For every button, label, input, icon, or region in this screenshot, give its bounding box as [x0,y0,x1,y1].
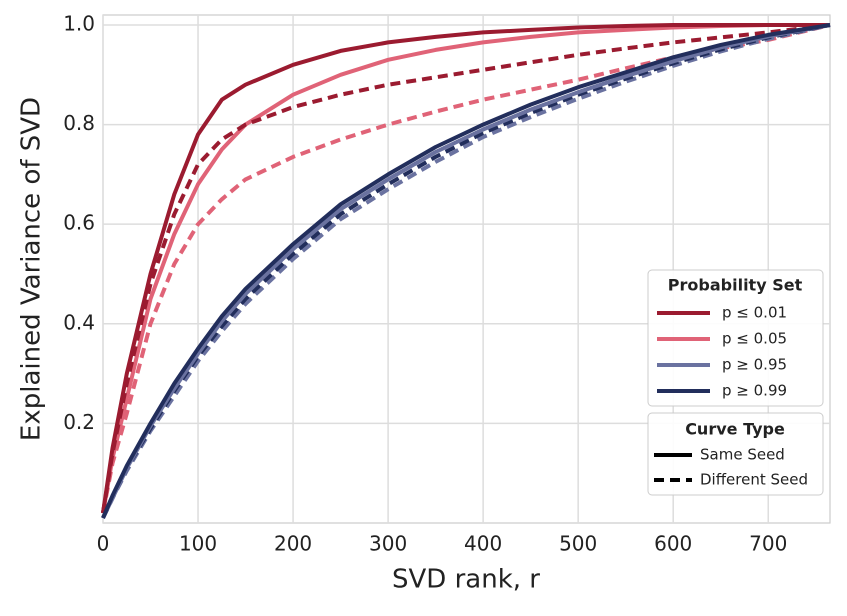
x-tick-label: 700 [749,532,787,556]
legend-label: p ≥ 0.99 [722,382,787,400]
legend-label: p ≤ 0.01 [722,304,787,322]
x-tick-label: 200 [274,532,312,556]
legend: Curve Type Same Seed Different Seed [647,412,824,496]
legend-label: Same Seed [700,446,785,464]
series-line [101,23,831,519]
series-line [101,23,831,519]
series-line [101,23,831,519]
x-tick-label: 400 [464,532,502,556]
x-tick-label: 100 [179,532,217,556]
series-line [101,23,830,514]
legend-box [647,269,824,407]
legend-title: Curve Type [685,420,785,439]
x-axis-label: SVD rank, r [392,565,540,595]
series-line [101,23,831,514]
y-tick-label: 1.0 [63,11,95,35]
y-axis-label: Explained Variance of SVD [17,97,47,441]
series-line [101,23,830,514]
x-tick-label: 300 [369,532,407,556]
legend-label: p ≥ 0.95 [722,356,787,374]
x-tick-label: 0 [97,532,110,556]
legend: Probability Set p ≤ 0.01 p ≤ 0.05 p ≥ 0.95 p… [647,269,824,407]
legend-box [647,412,824,496]
y-tick-label: 0.6 [63,211,95,235]
legend-label: p ≤ 0.05 [722,330,787,348]
legend-label: Different Seed [700,471,808,489]
legend-title: Probability Set [668,276,803,295]
y-tick-label: 0.2 [63,410,95,434]
x-tick-label: 600 [654,532,692,556]
y-tick-label: 0.4 [63,310,95,334]
x-tick-label: 500 [559,532,597,556]
y-tick-label: 0.8 [63,111,95,135]
